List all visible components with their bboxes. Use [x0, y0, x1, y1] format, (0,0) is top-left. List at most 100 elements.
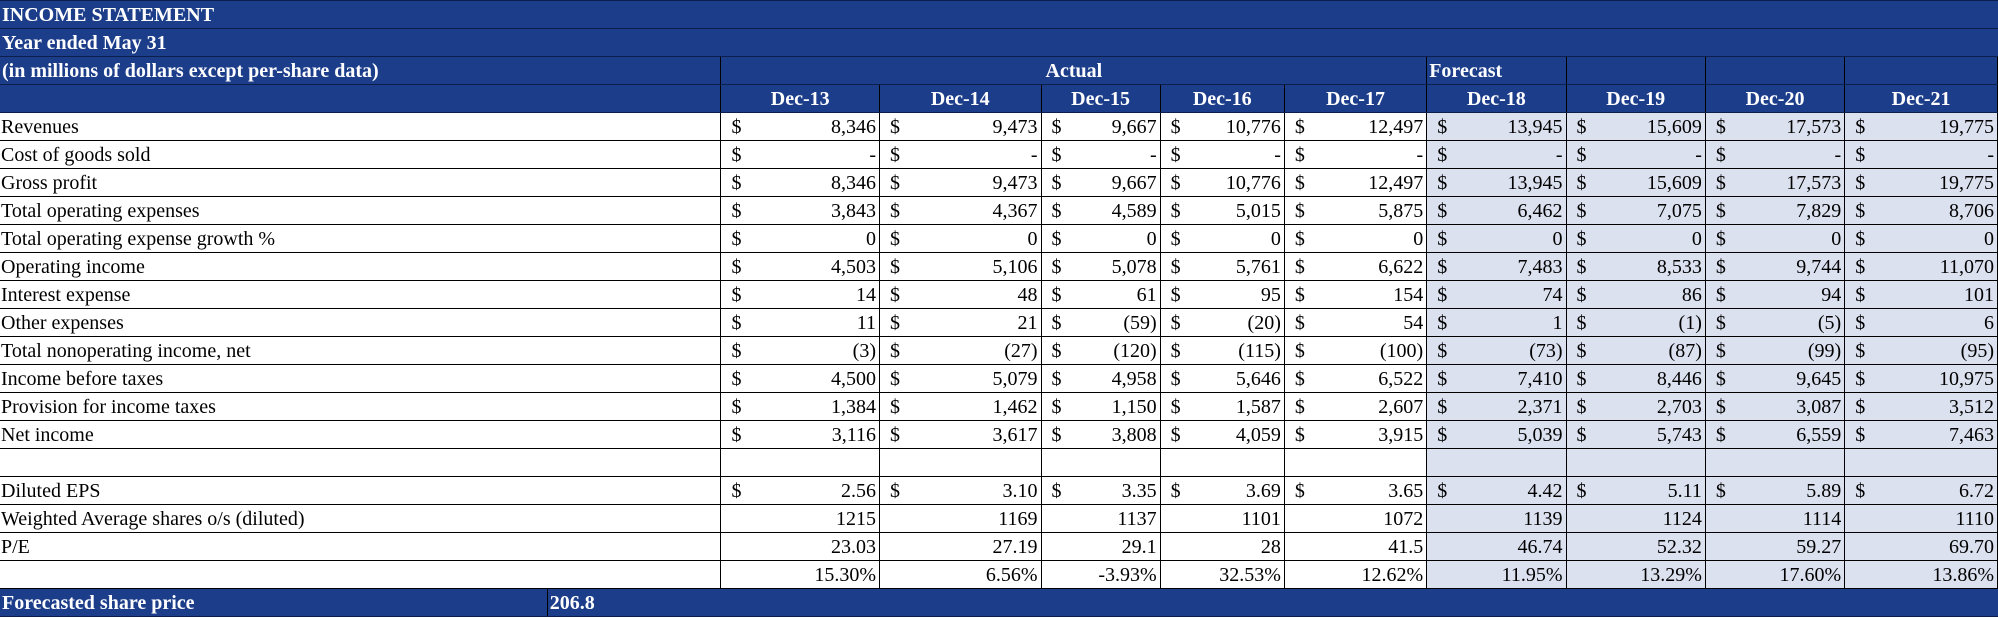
value-cell[interactable]: -	[1596, 140, 1706, 169]
value-cell[interactable]: 74	[1457, 280, 1567, 309]
value-cell[interactable]: 8,346	[751, 112, 880, 141]
value-cell[interactable]: 1137	[1041, 504, 1161, 533]
value-cell[interactable]: 14	[751, 280, 880, 309]
value-cell[interactable]: 9,667	[1071, 112, 1161, 141]
value-cell[interactable]: 6,522	[1314, 364, 1428, 393]
value-cell[interactable]: 12,497	[1314, 112, 1428, 141]
value-cell[interactable]: 1,587	[1190, 392, 1285, 421]
year-header-cell[interactable]: Dec-21	[1844, 84, 1998, 113]
value-cell[interactable]: 0	[1190, 224, 1285, 253]
value-cell[interactable]: 3,808	[1071, 420, 1161, 449]
value-cell[interactable]: 7,463	[1874, 420, 1998, 449]
value-cell[interactable]: (73)	[1457, 336, 1567, 365]
value-cell[interactable]: 2.56	[751, 476, 880, 505]
value-cell[interactable]: 5,106	[909, 252, 1042, 281]
empty-cell[interactable]	[547, 308, 722, 337]
value-cell[interactable]: 17,573	[1735, 112, 1846, 141]
value-cell[interactable]: 3.10	[909, 476, 1042, 505]
value-cell[interactable]: 28	[1160, 532, 1285, 561]
empty-cell[interactable]	[1284, 448, 1428, 477]
value-cell[interactable]: 8,706	[1874, 196, 1998, 225]
value-cell[interactable]: 7,410	[1457, 364, 1567, 393]
value-cell[interactable]: 69.70	[1844, 532, 1998, 561]
value-cell[interactable]: 5,078	[1071, 252, 1161, 281]
year-header-cell[interactable]: Dec-15	[1041, 84, 1161, 113]
value-cell[interactable]: 12,497	[1314, 168, 1428, 197]
value-cell[interactable]: (95)	[1874, 336, 1998, 365]
value-cell[interactable]: 1215	[720, 504, 880, 533]
value-cell[interactable]: -	[909, 140, 1042, 169]
value-cell[interactable]: 0	[1314, 224, 1428, 253]
value-cell[interactable]: 10,975	[1874, 364, 1998, 393]
value-cell[interactable]: 3,512	[1874, 392, 1998, 421]
value-cell[interactable]: 13,945	[1457, 168, 1567, 197]
value-cell[interactable]: 6,622	[1314, 252, 1428, 281]
value-cell[interactable]: 0	[1596, 224, 1706, 253]
value-cell[interactable]: 13.29%	[1566, 560, 1706, 589]
value-cell[interactable]: 5,015	[1190, 196, 1285, 225]
value-cell[interactable]: 9,667	[1071, 168, 1161, 197]
year-header-cell[interactable]: Dec-19	[1566, 84, 1706, 113]
value-cell[interactable]: 54	[1314, 308, 1428, 337]
empty-cell[interactable]	[547, 252, 722, 281]
value-cell[interactable]: 1110	[1844, 504, 1998, 533]
empty-cell[interactable]	[547, 224, 722, 253]
empty-cell[interactable]	[547, 336, 722, 365]
empty-cell[interactable]	[547, 560, 722, 589]
value-cell[interactable]: 5,743	[1596, 420, 1706, 449]
value-cell[interactable]: 101	[1874, 280, 1998, 309]
value-cell[interactable]: 6.72	[1874, 476, 1998, 505]
year-header-cell[interactable]: Dec-13	[720, 84, 880, 113]
value-cell[interactable]: 10,776	[1190, 168, 1285, 197]
value-cell[interactable]: 52.32	[1566, 532, 1706, 561]
value-cell[interactable]: 3.35	[1071, 476, 1161, 505]
value-cell[interactable]: 1101	[1160, 504, 1285, 533]
value-cell[interactable]: 1	[1457, 308, 1567, 337]
value-cell[interactable]: 29.1	[1041, 532, 1161, 561]
value-cell[interactable]: 1124	[1566, 504, 1706, 533]
value-cell[interactable]: 7,483	[1457, 252, 1567, 281]
value-cell[interactable]: 0	[1874, 224, 1998, 253]
value-cell[interactable]: -	[1071, 140, 1161, 169]
value-cell[interactable]: 4,059	[1190, 420, 1285, 449]
value-cell[interactable]: 46.74	[1426, 532, 1567, 561]
value-cell[interactable]: 95	[1190, 280, 1285, 309]
empty-cell[interactable]	[547, 280, 722, 309]
value-cell[interactable]: 19,775	[1874, 112, 1998, 141]
value-cell[interactable]: 48	[909, 280, 1042, 309]
value-cell[interactable]: 21	[909, 308, 1042, 337]
year-header-cell[interactable]: Dec-18	[1426, 84, 1567, 113]
value-cell[interactable]: 4,367	[909, 196, 1042, 225]
value-cell[interactable]: 3,843	[751, 196, 880, 225]
value-cell[interactable]: 59.27	[1705, 532, 1846, 561]
value-cell[interactable]: 5,875	[1314, 196, 1428, 225]
value-cell[interactable]: 10,776	[1190, 112, 1285, 141]
empty-cell[interactable]	[1426, 448, 1567, 477]
value-cell[interactable]: 5,039	[1457, 420, 1567, 449]
value-cell[interactable]: (87)	[1596, 336, 1706, 365]
value-cell[interactable]: 19,775	[1874, 168, 1998, 197]
empty-cell[interactable]	[720, 448, 880, 477]
empty-cell[interactable]	[547, 420, 722, 449]
value-cell[interactable]: 1,462	[909, 392, 1042, 421]
value-cell[interactable]: 7,829	[1735, 196, 1846, 225]
value-cell[interactable]: -3.93%	[1041, 560, 1161, 589]
value-cell[interactable]: 61	[1071, 280, 1161, 309]
value-cell[interactable]: 4,503	[751, 252, 880, 281]
value-cell[interactable]: 8,446	[1596, 364, 1706, 393]
value-cell[interactable]: 3.65	[1314, 476, 1428, 505]
value-cell[interactable]: 3,087	[1735, 392, 1846, 421]
value-cell[interactable]: 154	[1314, 280, 1428, 309]
value-cell[interactable]: 15,609	[1596, 168, 1706, 197]
value-cell[interactable]: 1072	[1284, 504, 1428, 533]
value-cell[interactable]: 0	[909, 224, 1042, 253]
value-cell[interactable]: 5.11	[1596, 476, 1706, 505]
empty-cell[interactable]	[1566, 448, 1706, 477]
value-cell[interactable]: 6,559	[1735, 420, 1846, 449]
value-cell[interactable]: 17,573	[1735, 168, 1846, 197]
value-cell[interactable]: 11.95%	[1426, 560, 1567, 589]
empty-cell[interactable]	[1705, 448, 1846, 477]
value-cell[interactable]: 7,075	[1596, 196, 1706, 225]
value-cell[interactable]: 41.5	[1284, 532, 1428, 561]
value-cell[interactable]: (100)	[1314, 336, 1428, 365]
